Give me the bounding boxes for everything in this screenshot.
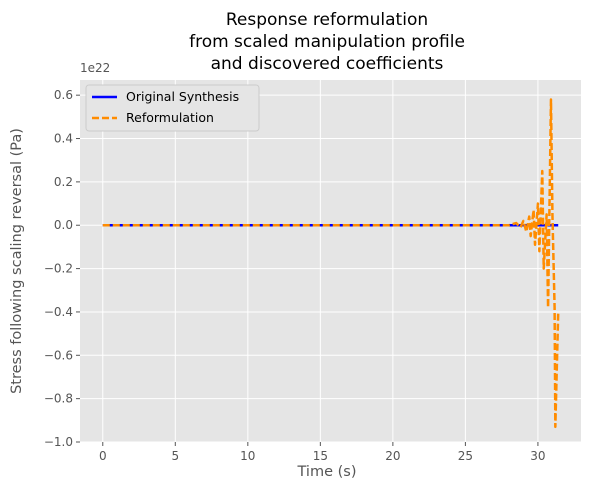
legend-label: Reformulation bbox=[126, 110, 214, 125]
legend-label: Original Synthesis bbox=[126, 89, 239, 104]
y-tick-label: −0.6 bbox=[44, 348, 73, 362]
series-layer bbox=[102, 98, 560, 429]
y-axis: −1.0 −0.8 −0.6 −0.4 −0.2 0.0 0.2 0.4 0.6 bbox=[44, 88, 80, 449]
x-tick-label: 15 bbox=[313, 449, 328, 463]
x-axis: 0 5 10 15 20 25 30 bbox=[99, 442, 546, 463]
chart-title-line-2: from scaled manipulation profile bbox=[189, 32, 465, 52]
x-tick-label: 20 bbox=[385, 449, 400, 463]
x-tick-label: 0 bbox=[99, 449, 107, 463]
plot-area bbox=[80, 80, 581, 442]
y-axis-label: Stress following scaling reversal (Pa) bbox=[9, 128, 25, 394]
x-tick-label: 25 bbox=[458, 449, 473, 463]
y-tick-label: −1.0 bbox=[44, 435, 73, 449]
y-tick-label: −0.2 bbox=[44, 262, 73, 276]
x-tick-label: 10 bbox=[240, 449, 255, 463]
chart-title: Response reformulation from scaled manip… bbox=[189, 10, 465, 74]
series-line-reformulation bbox=[102, 98, 560, 429]
chart-title-line-1: Response reformulation bbox=[226, 10, 428, 30]
y-tick-label: −0.4 bbox=[44, 305, 73, 319]
x-axis-label: Time (s) bbox=[297, 464, 357, 480]
y-tick-label: 0.2 bbox=[54, 175, 73, 189]
x-tick-label: 5 bbox=[171, 449, 179, 463]
y-tick-label: 0.6 bbox=[54, 88, 73, 102]
legend-box bbox=[85, 84, 260, 132]
y-axis-offset-label: 1e22 bbox=[80, 61, 110, 75]
y-tick-label: 0.0 bbox=[54, 218, 73, 232]
chart-title-line-3: and discovered coefficients bbox=[211, 54, 444, 74]
y-tick-label: 0.4 bbox=[54, 132, 73, 146]
y-tick-label: −0.8 bbox=[44, 392, 73, 406]
x-tick-label: 30 bbox=[530, 449, 545, 463]
legend: Original Synthesis Reformulation bbox=[85, 84, 260, 132]
